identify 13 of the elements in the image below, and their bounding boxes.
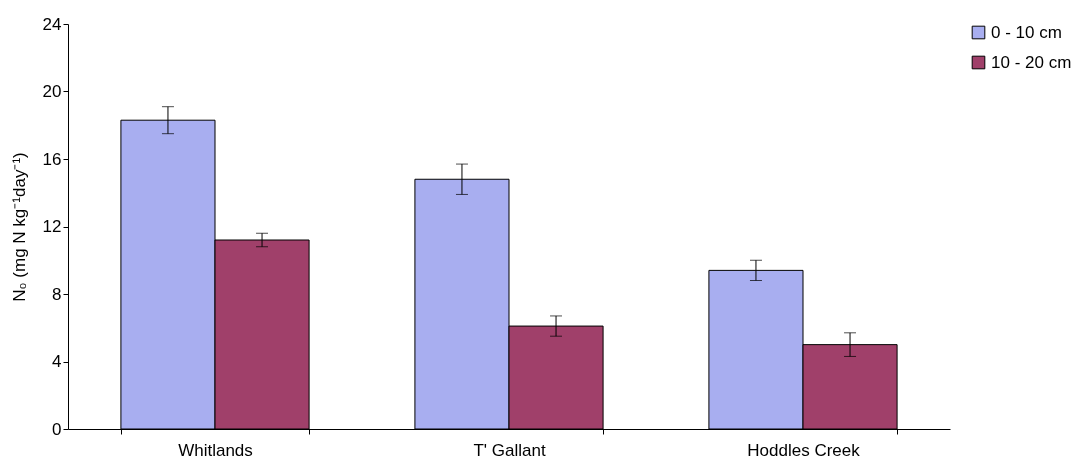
- y-tick-label: 0: [52, 419, 62, 439]
- x-tick-label: Hoddles Creek: [747, 440, 861, 460]
- y-axis-title: N₀ (mg N kg⁻¹day⁻¹): [9, 152, 29, 302]
- legend-label: 10 - 20 cm: [991, 52, 1072, 72]
- y-tick-label: 16: [42, 149, 62, 169]
- y-tick-label: 24: [42, 14, 62, 34]
- y-tick-label: 12: [42, 217, 62, 236]
- y-tick-label: 4: [52, 352, 62, 371]
- y-tick-label: 8: [52, 284, 62, 304]
- legend-label: 0 - 10 cm: [991, 22, 1062, 42]
- x-tick-label: Whitlands: [178, 440, 253, 460]
- y-tick-label: 20: [42, 82, 62, 101]
- x-tick-label: T' Gallant: [473, 440, 546, 460]
